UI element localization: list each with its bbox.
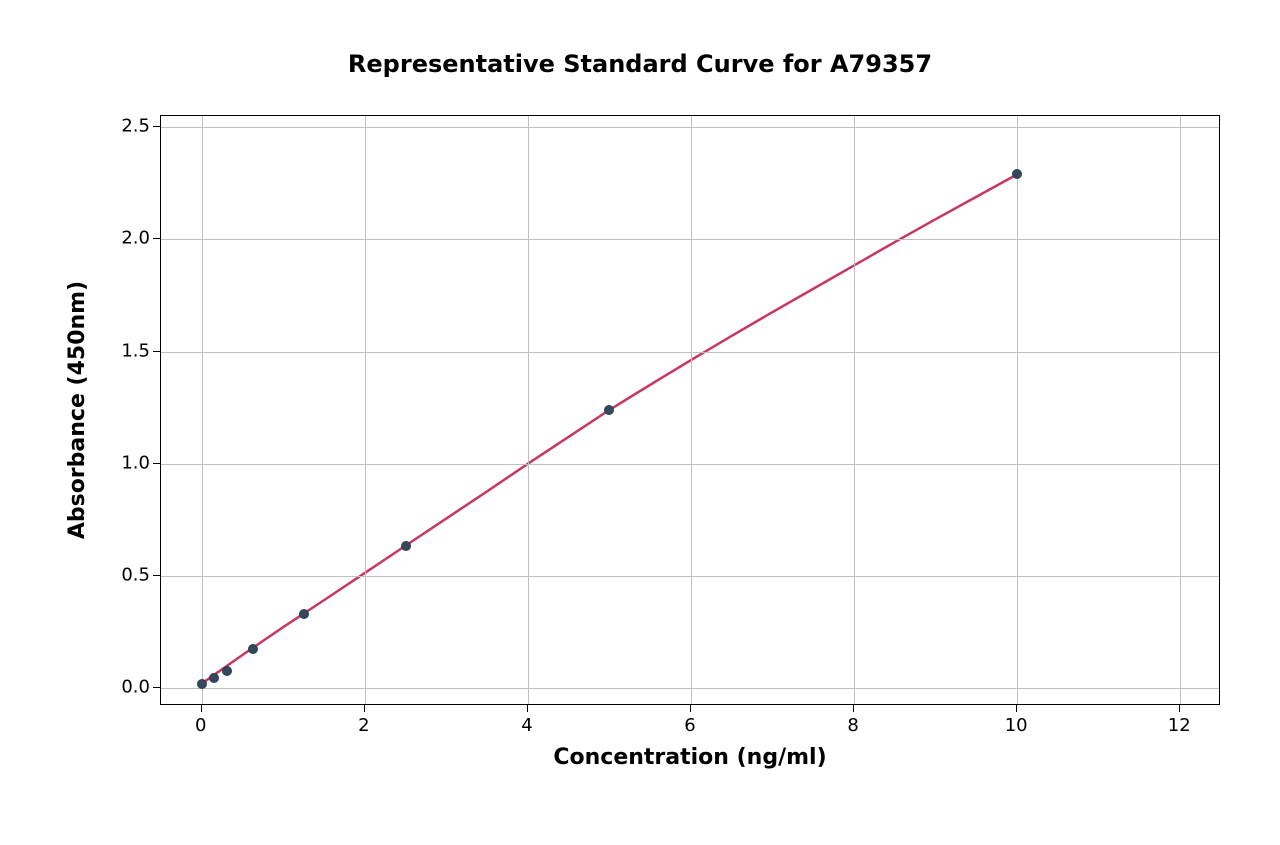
y-tick-label: 0.0 [110, 677, 150, 698]
gridline-horizontal [161, 464, 1219, 465]
x-tick-label: 10 [1005, 715, 1028, 736]
data-marker [197, 679, 207, 689]
y-axis-label: Absorbance (450nm) [65, 115, 90, 705]
gridline-horizontal [161, 127, 1219, 128]
x-tick-label: 6 [684, 715, 695, 736]
data-marker [222, 666, 232, 676]
data-marker [209, 673, 219, 683]
curve-path [202, 174, 1017, 683]
x-tick-label: 0 [195, 715, 206, 736]
x-tick-label: 4 [521, 715, 532, 736]
y-tick-label: 1.0 [110, 452, 150, 473]
x-tick [527, 705, 528, 712]
gridline-vertical [365, 116, 366, 704]
x-tick [853, 705, 854, 712]
x-tick [1179, 705, 1180, 712]
gridline-horizontal [161, 576, 1219, 577]
y-tick [153, 687, 160, 688]
y-tick-label: 0.5 [110, 564, 150, 585]
gridline-vertical [691, 116, 692, 704]
x-tick-label: 12 [1168, 715, 1191, 736]
data-marker [604, 405, 614, 415]
y-tick-label: 2.5 [110, 116, 150, 137]
x-tick-label: 2 [358, 715, 369, 736]
plot-area [160, 115, 1220, 705]
y-tick-label: 1.5 [110, 340, 150, 361]
data-marker [1012, 169, 1022, 179]
gridline-vertical [528, 116, 529, 704]
chart-figure: Representative Standard Curve for A79357… [0, 0, 1280, 845]
gridline-vertical [1017, 116, 1018, 704]
gridline-vertical [1180, 116, 1181, 704]
x-tick [1016, 705, 1017, 712]
gridline-horizontal [161, 688, 1219, 689]
y-tick [153, 351, 160, 352]
x-tick-label: 8 [847, 715, 858, 736]
gridline-vertical [202, 116, 203, 704]
y-tick [153, 238, 160, 239]
y-tick [153, 126, 160, 127]
data-marker [299, 609, 309, 619]
y-tick [153, 463, 160, 464]
x-tick [201, 705, 202, 712]
x-tick [364, 705, 365, 712]
chart-title: Representative Standard Curve for A79357 [0, 50, 1280, 78]
gridline-horizontal [161, 352, 1219, 353]
x-tick [690, 705, 691, 712]
y-tick-label: 2.0 [110, 228, 150, 249]
gridline-vertical [854, 116, 855, 704]
gridline-horizontal [161, 239, 1219, 240]
y-tick [153, 575, 160, 576]
data-marker [248, 644, 258, 654]
x-axis-label: Concentration (ng/ml) [160, 745, 1220, 770]
data-marker [401, 541, 411, 551]
